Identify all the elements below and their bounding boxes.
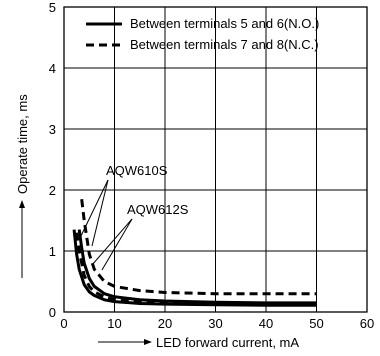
annotation-aqw610s: AQW610S [106, 163, 168, 178]
x-axis-title: LED forward current, mA [98, 335, 299, 350]
grid [63, 6, 368, 313]
y-tick-label: 4 [49, 61, 56, 76]
legend: Between terminals 5 and 6(N.O.) Between … [86, 16, 319, 52]
x-tick-label: 20 [158, 316, 172, 331]
y-axis-title: Operate time, ms [15, 94, 30, 278]
plot-frame [63, 6, 368, 313]
leader-aqw610s-b [91, 179, 109, 247]
leader-aqw612s-b [101, 218, 133, 271]
series-line-aqw610s-dashed [75, 232, 317, 305]
x-tick-label: 40 [259, 316, 273, 331]
y-tick-label: 2 [49, 183, 56, 198]
y-axis-arrowhead [19, 200, 25, 208]
x-tick-label: 0 [60, 316, 67, 331]
leader-aqw610s-a [79, 179, 109, 239]
series-line-aqw612s-solid [77, 229, 317, 305]
legend-label-no: Between terminals 5 and 6(N.O.) [130, 16, 319, 31]
series-line-aqw612s-dashed [80, 199, 317, 296]
device-annotations: AQW610S AQW612S [79, 163, 189, 271]
legend-label-nc: Between terminals 7 and 8(N.C.) [130, 37, 319, 52]
x-tick-label: 60 [360, 316, 374, 331]
series-lines [72, 199, 317, 307]
x-axis-label: LED forward current, mA [156, 335, 299, 350]
x-tick-label: 50 [309, 316, 323, 331]
x-tick-label: 30 [208, 316, 222, 331]
annotation-aqw612s: AQW612S [127, 202, 189, 217]
y-tick-labels: 0 1 2 3 4 5 [49, 0, 56, 320]
y-tick-label: 1 [49, 244, 56, 259]
leader-aqw612s-a [91, 218, 133, 266]
x-tick-labels: 0 10 20 30 40 50 60 [60, 316, 374, 331]
y-axis-label: Operate time, ms [15, 94, 30, 194]
y-tick-label: 0 [49, 305, 56, 320]
x-axis-arrowhead [144, 339, 152, 345]
x-tick-label: 10 [107, 316, 121, 331]
y-tick-label: 5 [49, 0, 56, 15]
y-tick-label: 3 [49, 122, 56, 137]
